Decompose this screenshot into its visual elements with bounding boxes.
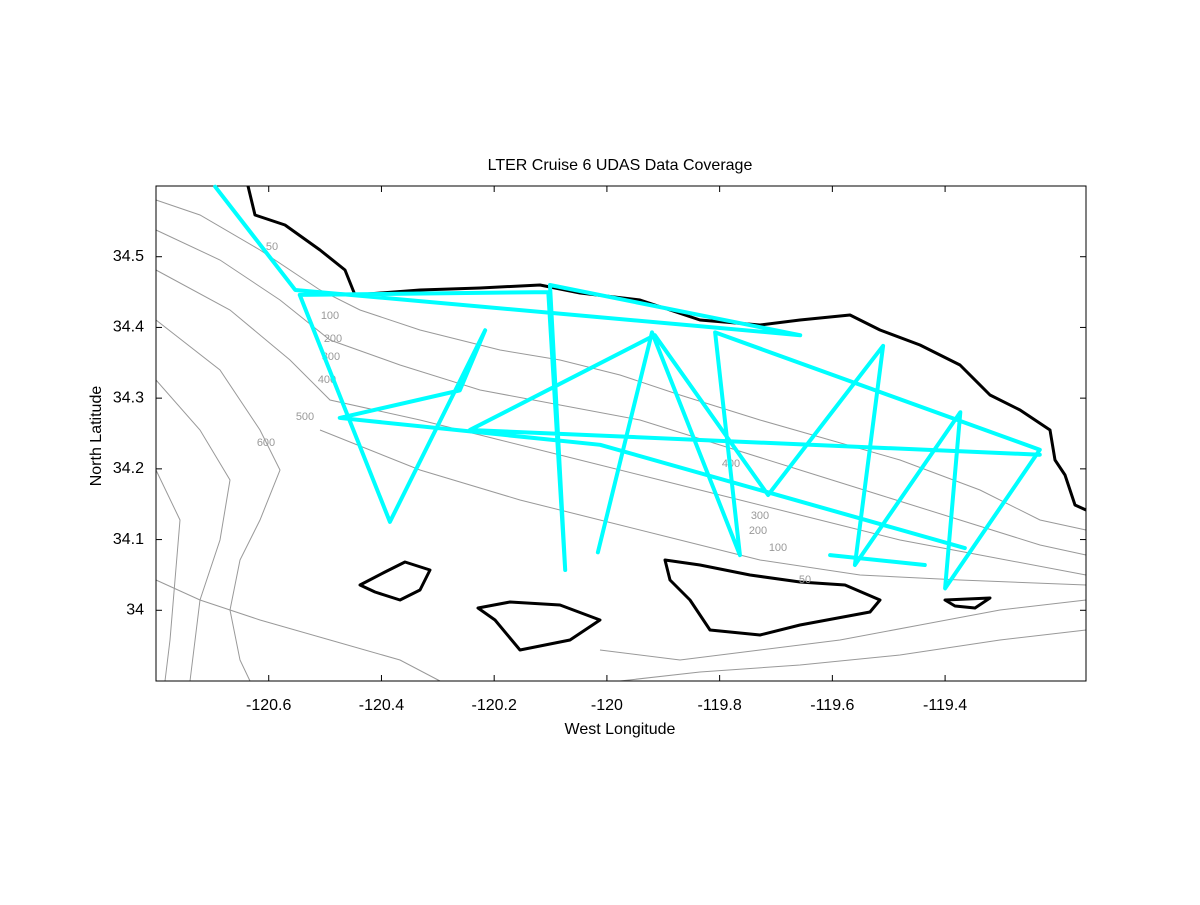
contour xyxy=(155,379,231,682)
contour-label: 200 xyxy=(749,525,767,537)
contour xyxy=(155,229,1087,556)
chart-title: LTER Cruise 6 UDAS Data Coverage xyxy=(488,157,753,174)
island xyxy=(476,600,602,652)
contour xyxy=(155,579,441,682)
contour-label: 500 xyxy=(296,411,314,423)
y-tick-label: 34.2 xyxy=(113,460,144,477)
contours xyxy=(155,199,1087,682)
contour xyxy=(599,599,1087,661)
island xyxy=(358,560,432,602)
island xyxy=(663,558,882,637)
x-tick-label: -119.4 xyxy=(923,697,967,714)
contour-label: 200 xyxy=(324,333,342,345)
y-tick-label: 34.4 xyxy=(113,319,144,336)
coastline xyxy=(246,185,1087,652)
island xyxy=(943,596,992,610)
contour xyxy=(155,269,1087,576)
x-tick-label: -120.4 xyxy=(359,697,404,714)
x-tick-label: -120.2 xyxy=(471,697,516,714)
x-tick-label: -120 xyxy=(591,697,623,714)
y-tick-label: 34.1 xyxy=(113,531,144,548)
x-tick-label: -119.6 xyxy=(810,697,854,714)
plot-frame xyxy=(155,185,1087,682)
y-tick-label: 34.3 xyxy=(113,389,144,406)
contour-label: 600 xyxy=(257,437,275,449)
y-tick-label: 34 xyxy=(126,602,144,619)
y-axis-label: North Latitude xyxy=(88,386,105,487)
contour xyxy=(155,469,181,682)
contour xyxy=(319,429,1087,586)
contour xyxy=(619,629,1087,682)
contour xyxy=(155,319,281,682)
contour-label: 100 xyxy=(769,542,787,554)
x-axis-label: West Longitude xyxy=(565,721,676,738)
contour-label: 50 xyxy=(266,241,278,253)
mainland-coast xyxy=(246,185,1087,512)
contour-label: 50 xyxy=(799,574,811,586)
cruise-track xyxy=(213,184,1042,591)
contour-label: 300 xyxy=(751,510,769,522)
x-tick-label: -120.6 xyxy=(246,697,291,714)
y-tick-label: 34.5 xyxy=(113,248,144,265)
x-tick-label: -119.8 xyxy=(698,697,742,714)
contour-label: 100 xyxy=(321,310,339,322)
